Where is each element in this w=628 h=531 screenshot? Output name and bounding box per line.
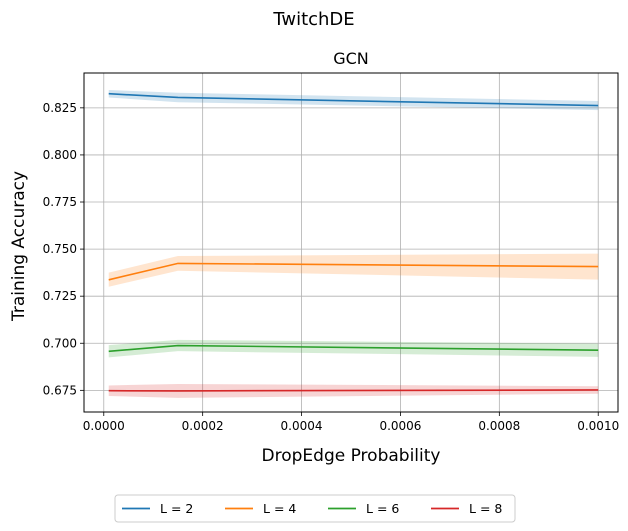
band-series-3 [108,339,599,358]
x-axis-label: DropEdge Probability [262,446,441,466]
line-series-1 [108,92,599,107]
y-tick-label: 0.800 [43,148,77,162]
x-axis-ticks: 0.0000 0.0002 0.0004 0.0006 0.0008 0.0010 [83,412,619,433]
x-tick-label: 0.0000 [83,419,125,433]
legend-label: L = 4 [263,501,296,516]
grid [84,73,618,412]
y-axis-ticks: 0.675 0.700 0.725 0.750 0.775 0.800 0.825 [43,101,84,397]
y-tick-label: 0.825 [43,101,77,115]
line-series-2 [108,262,599,281]
legend: L = 2 L = 4 L = 6 L = 8 [114,494,516,523]
x-tick-label: 0.0002 [182,419,224,433]
y-tick-label: 0.725 [43,289,77,303]
x-tick-label: 0.0010 [577,419,619,433]
legend-items: L = 2 L = 4 L = 6 L = 8 [122,501,502,516]
legend-label: L = 2 [160,501,193,516]
x-tick-label: 0.0004 [281,419,323,433]
line-series-4 [108,389,599,392]
y-tick-label: 0.675 [43,383,77,397]
y-tick-label: 0.750 [43,242,77,256]
legend-label: L = 6 [366,501,399,516]
x-tick-label: 0.0006 [379,419,421,433]
y-tick-label: 0.775 [43,195,77,209]
legend-label: L = 8 [469,501,502,516]
series-lines [108,92,599,392]
band-series-2 [108,253,599,287]
legend-frame [114,494,516,523]
line-series-3 [108,344,599,353]
y-tick-label: 0.700 [43,336,77,350]
y-axis-label: Training Accuracy [9,171,29,322]
chart-title: GCN [333,49,369,68]
x-tick-label: 0.0008 [478,419,520,433]
confidence-bands [108,89,599,398]
plot-frame [83,72,619,413]
figure-suptitle: TwitchDE [272,9,354,30]
band-series-1 [108,89,599,111]
